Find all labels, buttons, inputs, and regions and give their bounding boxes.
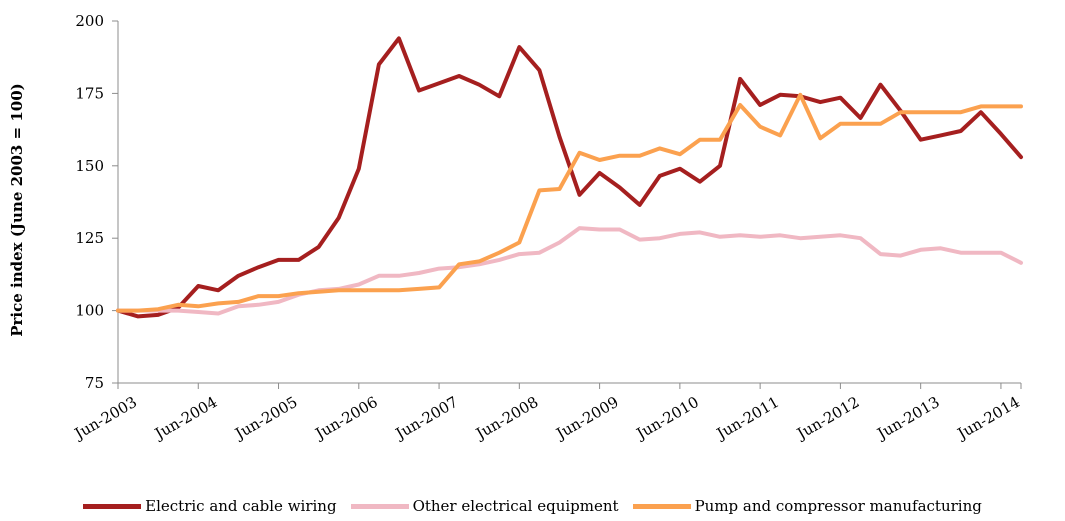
x-axis-ticks: Jun-2003 Jun-2004 Jun-2005 Jun-2006 Jun-2007…: [70, 383, 1023, 444]
x-tick-label: Jun-2013: [873, 393, 943, 444]
series-lines: [116, 36, 1023, 319]
x-tick-label: Jun-2009: [551, 393, 621, 444]
y-tick-label: 200: [75, 12, 104, 30]
x-tick-label: Jun-2008: [471, 393, 541, 444]
legend-label: Other electrical equipment: [412, 497, 619, 515]
y-axis-ticks: 75 100 125 150 175 200: [75, 12, 118, 392]
series-line-2: [116, 226, 1023, 316]
legend-swatch: [632, 503, 691, 509]
legend-swatch: [350, 503, 409, 509]
x-tick-label: Jun-2012: [792, 393, 862, 444]
y-tick-label: 175: [75, 84, 104, 102]
chart-legend: Electric and cable wiring Other electrica…: [0, 497, 1065, 515]
legend-item-1: Electric and cable wiring: [83, 497, 337, 515]
x-tick-label: Jun-2004: [150, 393, 220, 444]
y-tick-label: 75: [85, 374, 104, 392]
chart-axes: [117, 21, 1021, 384]
legend-item-2: Other electrical equipment: [350, 497, 619, 515]
legend-label: Pump and compressor manufacturing: [694, 497, 982, 515]
legend-item-3: Pump and compressor manufacturing: [632, 497, 982, 515]
y-tick-label: 150: [75, 157, 104, 175]
y-tick-label: 100: [75, 302, 104, 320]
x-tick-label: Jun-2011: [712, 393, 782, 444]
series-line-1: [116, 36, 1023, 319]
x-tick-label: Jun-2007: [391, 393, 461, 444]
y-axis-label: Price index (June 2003 = 100): [8, 83, 26, 337]
y-tick-label: 125: [75, 229, 104, 247]
x-tick-label: Jun-2006: [311, 393, 381, 444]
x-tick-label: Jun-2010: [632, 393, 702, 444]
x-tick-label: Jun-2005: [230, 393, 300, 444]
x-tick-label: Jun-2014: [953, 393, 1023, 444]
series-line-3: [116, 92, 1023, 313]
legend-swatch: [83, 503, 142, 509]
legend-label: Electric and cable wiring: [145, 497, 337, 515]
x-tick-label: Jun-2003: [70, 393, 140, 444]
